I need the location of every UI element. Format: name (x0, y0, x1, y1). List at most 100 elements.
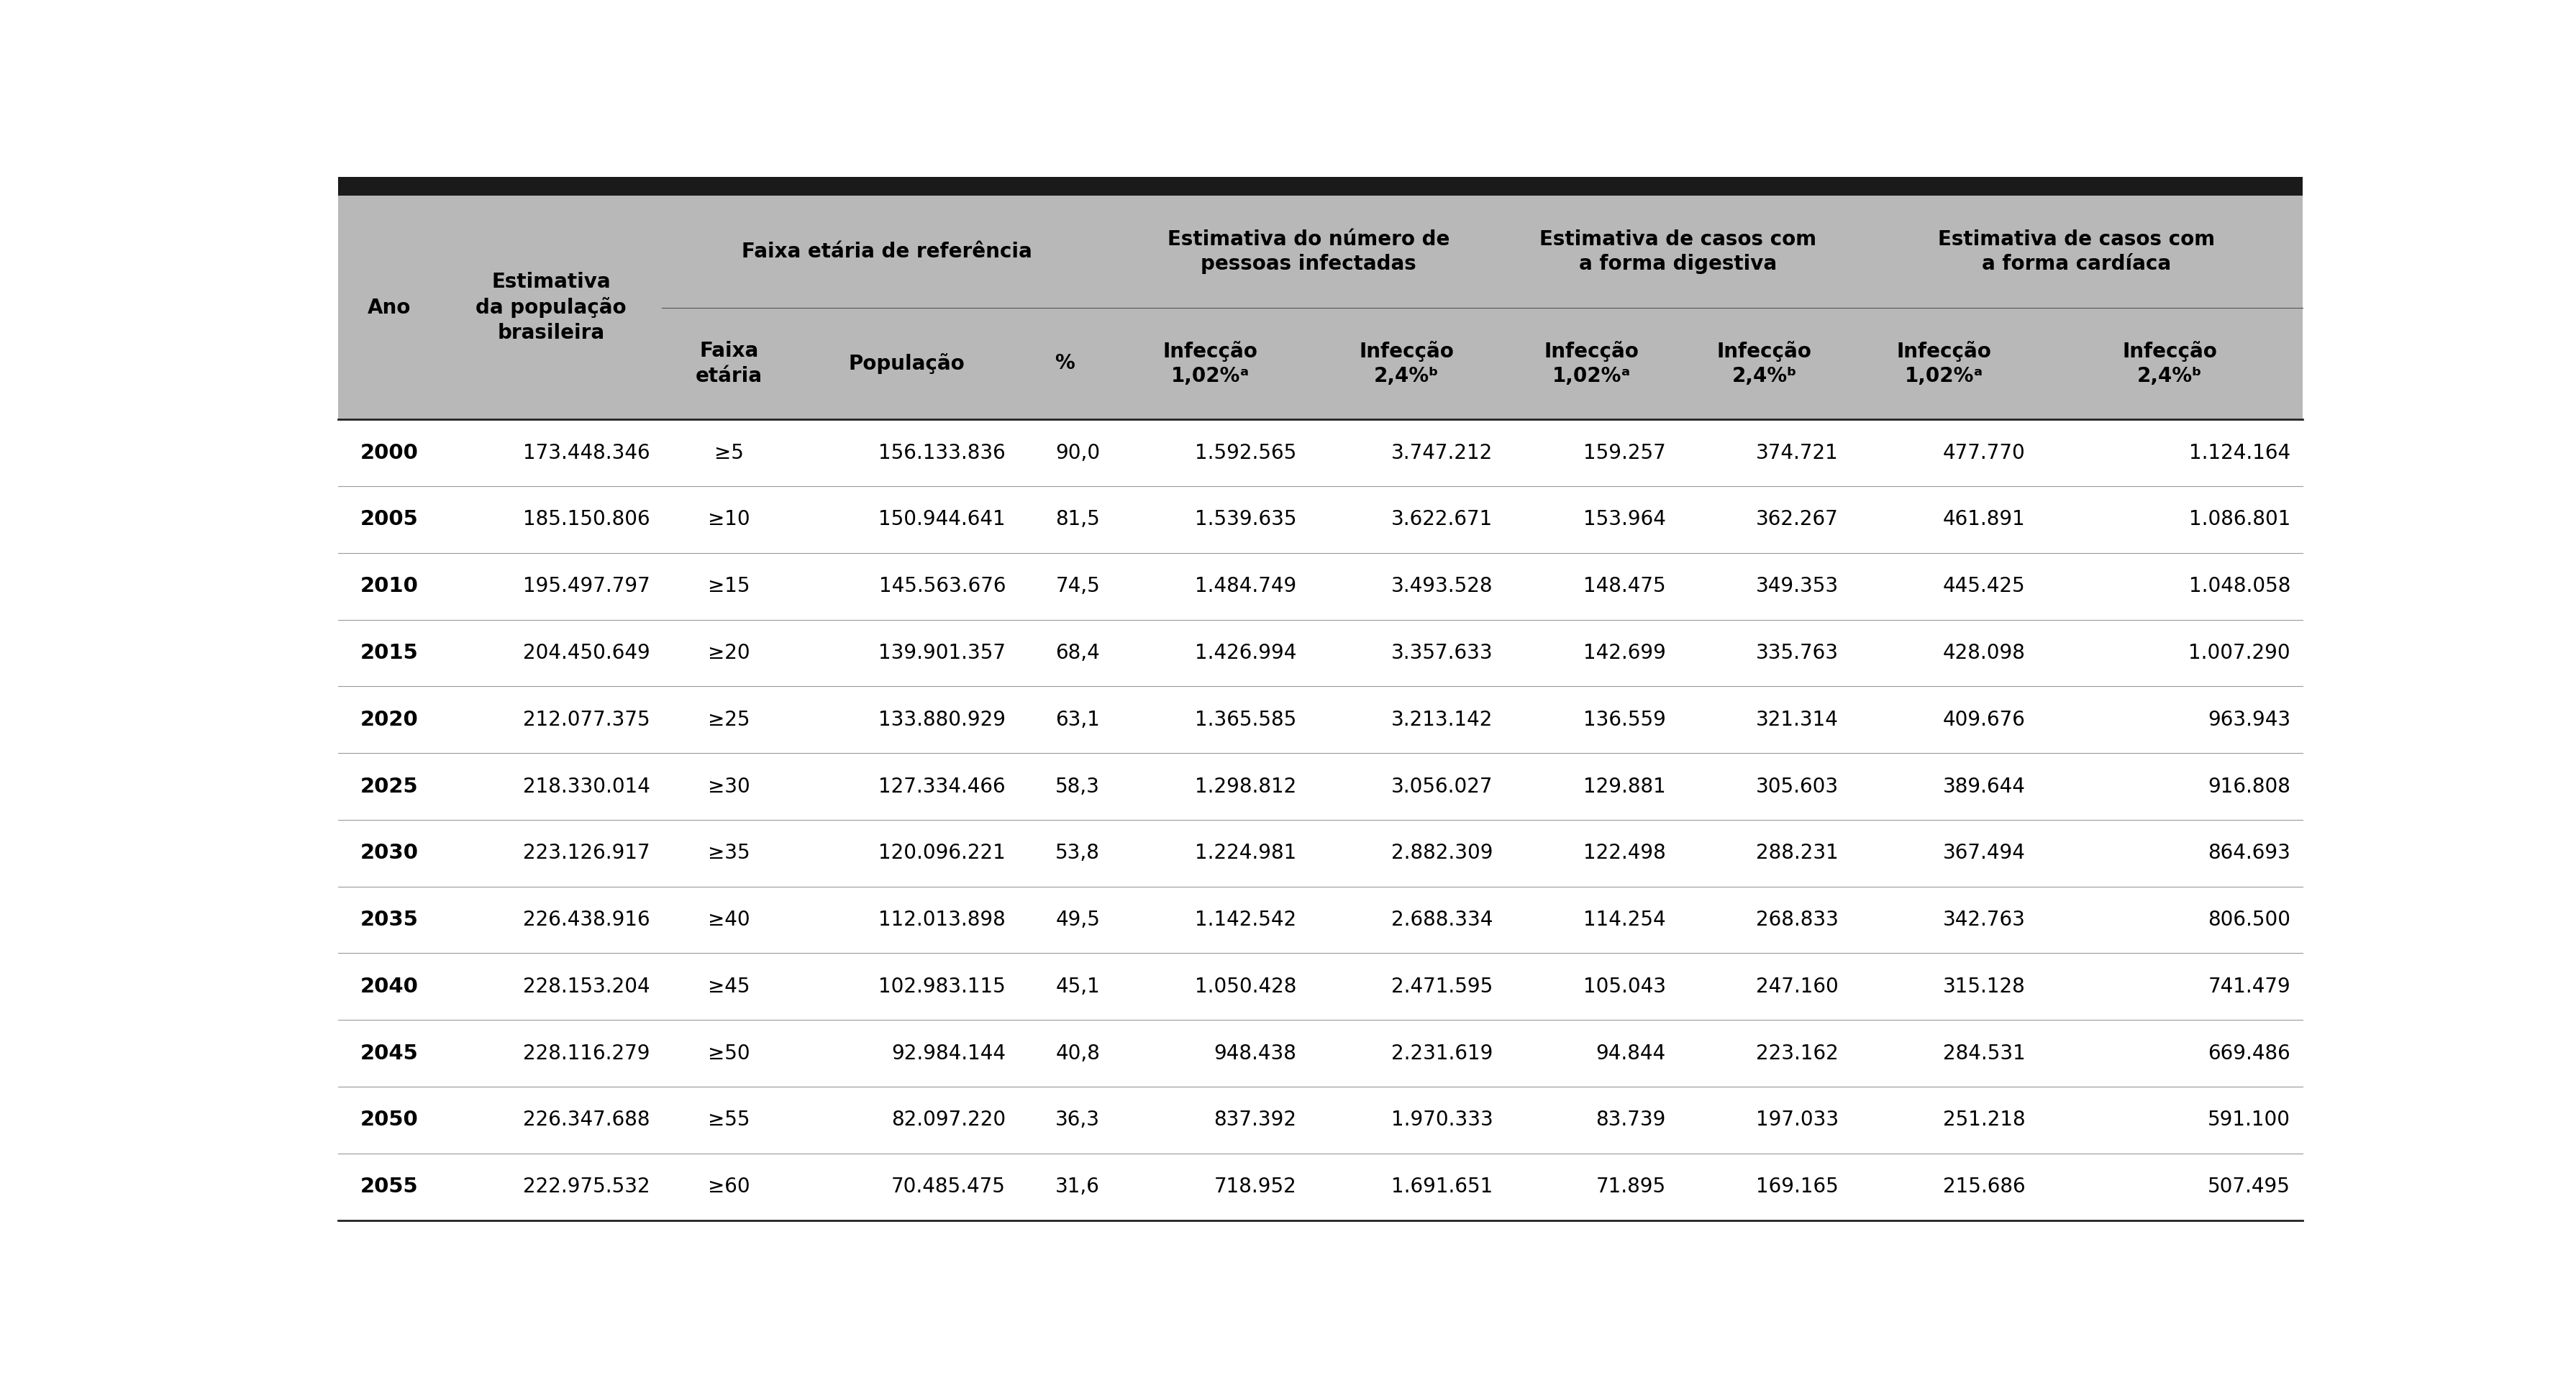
Text: 2.231.619: 2.231.619 (1391, 1043, 1494, 1064)
Text: 120.096.221: 120.096.221 (878, 844, 1005, 863)
Text: 3.747.212: 3.747.212 (1391, 443, 1494, 463)
Text: Estimativa
da população
brasileira: Estimativa da população brasileira (477, 272, 626, 343)
Text: 1.426.994: 1.426.994 (1195, 643, 1296, 662)
Text: ≥5: ≥5 (714, 443, 744, 463)
Text: 83.739: 83.739 (1595, 1111, 1667, 1130)
Text: 3.493.528: 3.493.528 (1391, 577, 1494, 596)
Text: 591.100: 591.100 (2208, 1111, 2290, 1130)
Text: População: População (848, 353, 966, 373)
Text: 305.603: 305.603 (1757, 776, 1839, 797)
Text: Faixa etária de referência: Faixa etária de referência (742, 242, 1033, 261)
Text: 105.043: 105.043 (1584, 976, 1667, 997)
Text: 112.013.898: 112.013.898 (878, 910, 1005, 929)
Text: 507.495: 507.495 (2208, 1177, 2290, 1196)
Text: 159.257: 159.257 (1584, 443, 1667, 463)
Text: 284.531: 284.531 (1942, 1043, 2025, 1064)
Text: Infecção
2,4%ᵇ: Infecção 2,4%ᵇ (2123, 340, 2218, 386)
Text: 74,5: 74,5 (1056, 577, 1100, 596)
Text: Infecção
2,4%ᵇ: Infecção 2,4%ᵇ (1716, 340, 1811, 386)
Text: 63,1: 63,1 (1056, 709, 1100, 730)
Text: 81,5: 81,5 (1056, 509, 1100, 530)
Text: 2035: 2035 (361, 910, 417, 929)
Text: 718.952: 718.952 (1213, 1177, 1296, 1196)
Text: 1.484.749: 1.484.749 (1195, 577, 1296, 596)
Text: 195.497.797: 195.497.797 (523, 577, 649, 596)
Bar (337, 754, 2303, 820)
Text: %: % (1054, 354, 1074, 373)
Text: 268.833: 268.833 (1757, 910, 1839, 929)
Text: 669.486: 669.486 (2208, 1043, 2290, 1064)
Text: Estimativa de casos com
a forma cardíaca: Estimativa de casos com a forma cardíaca (1937, 230, 2215, 274)
Text: 129.881: 129.881 (1584, 776, 1667, 797)
Text: Infecção
2,4%ᵇ: Infecção 2,4%ᵇ (1360, 340, 1453, 386)
Text: 102.983.115: 102.983.115 (878, 976, 1005, 997)
Text: 1.970.333: 1.970.333 (1391, 1111, 1494, 1130)
Text: 3.622.671: 3.622.671 (1391, 509, 1494, 530)
Text: 70.485.475: 70.485.475 (891, 1177, 1005, 1196)
Text: Infecção
1,02%ᵃ: Infecção 1,02%ᵃ (1543, 340, 1638, 386)
Text: 223.126.917: 223.126.917 (523, 844, 649, 863)
Text: 150.944.641: 150.944.641 (878, 509, 1005, 530)
Text: 2.882.309: 2.882.309 (1391, 844, 1494, 863)
Text: 40,8: 40,8 (1056, 1043, 1100, 1064)
Text: 94.844: 94.844 (1597, 1043, 1667, 1064)
Text: 122.498: 122.498 (1584, 844, 1667, 863)
Text: ≥45: ≥45 (708, 976, 750, 997)
Bar (337, 953, 2303, 1021)
Text: 2030: 2030 (361, 844, 417, 863)
Text: 1.539.635: 1.539.635 (1195, 509, 1296, 530)
Text: 45,1: 45,1 (1056, 976, 1100, 997)
Text: 185.150.806: 185.150.806 (523, 509, 649, 530)
Text: 226.438.916: 226.438.916 (523, 910, 649, 929)
Text: ≥60: ≥60 (708, 1177, 750, 1196)
Text: Ano: Ano (368, 297, 410, 318)
Text: 1.298.812: 1.298.812 (1195, 776, 1296, 797)
Text: 1.124.164: 1.124.164 (2190, 443, 2290, 463)
Text: 1.691.651: 1.691.651 (1391, 1177, 1494, 1196)
Text: 948.438: 948.438 (1213, 1043, 1296, 1064)
Text: 212.077.375: 212.077.375 (523, 709, 649, 730)
Text: 2.688.334: 2.688.334 (1391, 910, 1494, 929)
Text: 864.693: 864.693 (2208, 844, 2290, 863)
Text: 153.964: 153.964 (1584, 509, 1667, 530)
Text: Infecção
1,02%ᵃ: Infecção 1,02%ᵃ (1162, 340, 1257, 386)
Bar (337, 887, 2303, 953)
Bar (337, 487, 2303, 553)
Text: 335.763: 335.763 (1757, 643, 1839, 662)
Text: 156.133.836: 156.133.836 (878, 443, 1005, 463)
Text: ≥55: ≥55 (708, 1111, 750, 1130)
Text: 145.563.676: 145.563.676 (878, 577, 1005, 596)
Text: 288.231: 288.231 (1757, 844, 1839, 863)
Text: 1.142.542: 1.142.542 (1195, 910, 1296, 929)
Text: 218.330.014: 218.330.014 (523, 776, 649, 797)
Text: 3.357.633: 3.357.633 (1391, 643, 1494, 662)
Text: 1.365.585: 1.365.585 (1195, 709, 1296, 730)
Text: 82.097.220: 82.097.220 (891, 1111, 1005, 1130)
Text: 71.895: 71.895 (1597, 1177, 1667, 1196)
Text: 2015: 2015 (361, 643, 417, 662)
Text: 1.086.801: 1.086.801 (2190, 509, 2290, 530)
Text: 374.721: 374.721 (1757, 443, 1839, 463)
Text: 2050: 2050 (361, 1111, 417, 1130)
Bar (337, 177, 2303, 196)
Text: 90,0: 90,0 (1056, 443, 1100, 463)
Text: 2025: 2025 (361, 776, 417, 797)
Text: 362.267: 362.267 (1757, 509, 1839, 530)
Text: ≥35: ≥35 (708, 844, 750, 863)
Text: 204.450.649: 204.450.649 (523, 643, 649, 662)
Text: ≥10: ≥10 (708, 509, 750, 530)
Text: 315.128: 315.128 (1942, 976, 2025, 997)
Text: Infecção
1,02%ᵃ: Infecção 1,02%ᵃ (1896, 340, 1991, 386)
Text: 3.056.027: 3.056.027 (1391, 776, 1494, 797)
Text: 247.160: 247.160 (1757, 976, 1839, 997)
Text: 2020: 2020 (361, 709, 417, 730)
Text: 2045: 2045 (361, 1043, 417, 1064)
Text: 321.314: 321.314 (1757, 709, 1839, 730)
Text: 837.392: 837.392 (1213, 1111, 1296, 1130)
Text: 223.162: 223.162 (1757, 1043, 1839, 1064)
Text: ≥25: ≥25 (708, 709, 750, 730)
Bar (337, 196, 2303, 419)
Text: ≥20: ≥20 (708, 643, 750, 662)
Text: 136.559: 136.559 (1584, 709, 1667, 730)
Text: 228.116.279: 228.116.279 (523, 1043, 649, 1064)
